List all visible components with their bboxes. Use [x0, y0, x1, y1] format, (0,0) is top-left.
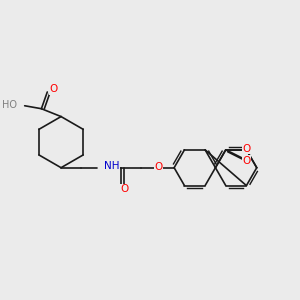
- Text: NH: NH: [104, 161, 120, 171]
- Text: O: O: [121, 184, 129, 194]
- Text: O: O: [242, 144, 250, 154]
- Text: O: O: [154, 162, 163, 172]
- Text: O: O: [242, 156, 250, 166]
- Text: O: O: [49, 84, 57, 94]
- Text: HO: HO: [2, 100, 17, 110]
